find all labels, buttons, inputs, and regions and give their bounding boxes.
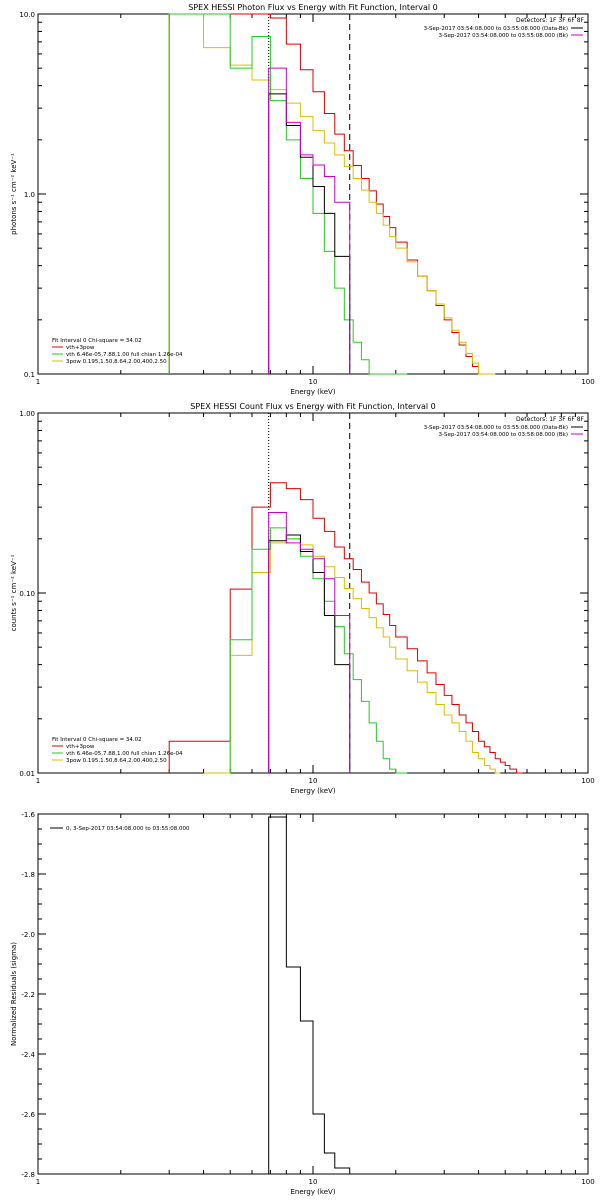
y-tick-label: -2.6: [21, 1111, 35, 1119]
series-black-histogram: [268, 93, 351, 374]
y-tick-label: 0.1: [24, 371, 35, 379]
y-axis-label: Normalized Residuals (sigma): [10, 942, 18, 1046]
x-tick-label: 10: [309, 1178, 318, 1186]
series-red-histogram: [168, 13, 496, 375]
x-tick-label: 10: [309, 378, 318, 386]
x-tick-label: 1: [36, 378, 40, 386]
x-axis-label: Energy (keV): [290, 787, 335, 795]
y-tick-label: 1.0: [24, 191, 35, 199]
x-tick-label: 1: [36, 777, 40, 785]
series-magenta-histogram: [268, 67, 351, 374]
series-black-histogram: [268, 534, 351, 773]
plot-title: SPEX HESSI Count Flux vs Energy with Fit…: [190, 402, 435, 411]
series-green-histogram: [168, 13, 408, 375]
panel-3: 1 10 100 -2.8 -2.6 -2.4 -2.2 -2.0 -1.8 -1.6 Energy…: [10, 811, 595, 1196]
y-tick-label: -2.2: [21, 991, 35, 999]
detectors-label: Detectors: 1F 3F 6F 8F: [516, 416, 585, 423]
legend-interval-text: 3-Sep-2017 03:54:08.000 to 03:58:08.000 …: [439, 432, 569, 438]
y-tick-label: -2.8: [21, 1171, 35, 1179]
y-tick-label: 0.10: [19, 590, 35, 598]
fit-info-text: Fit Interval 0 Chi-square = 34.02: [52, 737, 142, 743]
panel-2: 1 10 100 0.01 0.10 1.00 SPEX HESSI Count Flux …: [10, 402, 595, 795]
legend-interval-text: 3-Sep-2017 03:54:08.000 to 03:55:08.000 …: [424, 26, 568, 32]
x-tick-label: 100: [581, 777, 594, 785]
legend-fit-text: 3pow 0.195,1.50,8.64,2.00,400,2.50: [66, 359, 167, 365]
x-tick-label: 1: [36, 1178, 40, 1186]
series-yellow-histogram: [203, 538, 501, 774]
x-axis-label: Energy (keV): [290, 388, 335, 396]
detectors-label: Detectors: 1F 3F 6F 8F: [516, 17, 585, 24]
legend-fit-text: vth+3pow: [66, 744, 95, 750]
y-tick-label: 10.0: [19, 11, 35, 19]
y-tick-label: -1.6: [21, 811, 35, 819]
series-magenta-histogram: [268, 512, 351, 773]
legend-interval-text: 3-Sep-2017 03:54:08.000 to 03:55:08.000 …: [439, 33, 569, 39]
legend-fit-text: 3pow 0.195,1.50,8.64,2.00,400,2.50: [66, 758, 167, 764]
legend-fit-text: vth 6.46e-05,7.88,1.00 full chian 1.26e-…: [66, 751, 183, 757]
plot-frame: [37, 412, 589, 774]
y-tick-label: -2.4: [21, 1051, 35, 1059]
plot-title: SPEX HESSI Photon Flux vs Energy with Fi…: [188, 3, 438, 12]
legend-interval-text: 0, 3-Sep-2017 03:54:08.000 to 03:55:08.0…: [66, 826, 190, 832]
y-tick-label: -2.0: [21, 931, 35, 939]
x-tick-label: 100: [581, 378, 594, 386]
series-black-histogram: [268, 816, 351, 1174]
series-red-histogram: [168, 482, 523, 774]
panel-1: 1 10 100 0.1 1.0 10.0 SPEX HESSI Photon Flux v…: [10, 3, 595, 396]
y-axis-label: photons s⁻¹ cm⁻² keV⁻¹: [10, 153, 18, 235]
x-tick-label: 10: [309, 777, 318, 785]
legend-fit-text: vth+3pow: [66, 345, 95, 351]
series-green-histogram: [229, 527, 408, 774]
x-tick-label: 100: [581, 1178, 594, 1186]
y-axis-label: counts s⁻¹ cm⁻² keV⁻¹: [10, 554, 18, 631]
plot-frame: [37, 813, 589, 1175]
legend-interval-text: 3-Sep-2017 03:54:08.000 to 03:55:08.000 …: [424, 425, 568, 431]
y-tick-label: 0.01: [19, 770, 35, 778]
y-tick-label: 1.00: [19, 410, 35, 418]
y-tick-label: -1.8: [21, 871, 35, 879]
fit-info-text: Fit Interval 0 Chi-square = 34.02: [52, 338, 142, 344]
series-yellow-histogram: [168, 13, 496, 375]
x-axis-label: Energy (keV): [290, 1188, 335, 1196]
legend-fit-text: vth 6.46e-05,7.88,1.00 full chian 1.26e-…: [66, 352, 183, 358]
